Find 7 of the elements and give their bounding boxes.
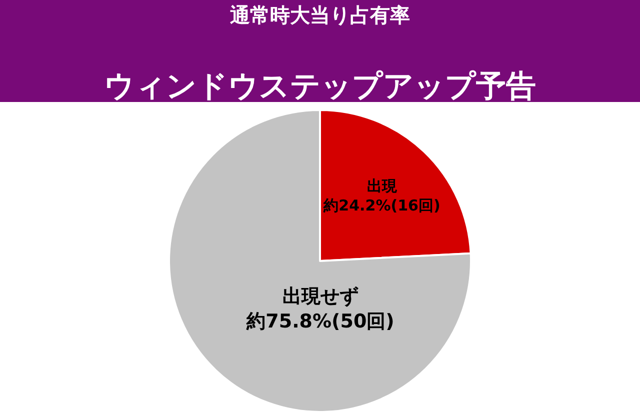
data-label: 約24.2%(16回) xyxy=(322,196,440,215)
chart-subtitle: ウィンドウステップアップ予告 xyxy=(104,69,536,104)
pie-slice xyxy=(168,109,472,413)
data-label: 約75.8%(50回) xyxy=(246,310,394,332)
slice-label: 出現 xyxy=(367,177,398,196)
slice-label: 出現せず xyxy=(282,286,358,308)
chart-title: 通常時大当り占有率 xyxy=(229,3,410,27)
